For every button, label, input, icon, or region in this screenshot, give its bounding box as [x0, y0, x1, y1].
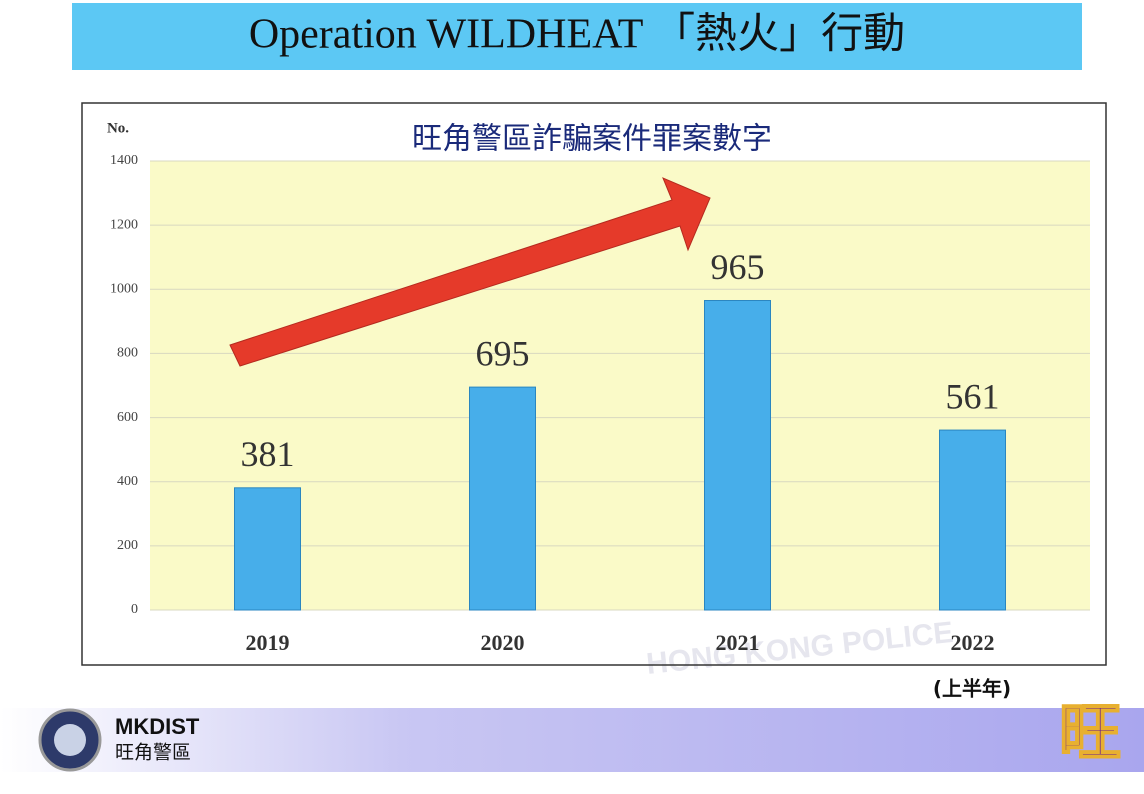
chart-frame	[81, 102, 1107, 666]
y-axis-label: No.	[107, 120, 129, 136]
note: (上半年)	[933, 677, 1011, 701]
slide-title: Operation WILDHEAT 「熱火」行動	[249, 12, 905, 58]
value-label: 381	[241, 434, 295, 474]
value-label: 561	[946, 376, 1000, 416]
chart: 0 200 400 600 800 1000 1200 1400 2019 381 2020 695 2…	[110, 153, 1090, 655]
y-tick-label: 1000	[110, 282, 138, 297]
x-tick-label: 2019	[246, 630, 290, 655]
x-tick-label: 2022	[951, 630, 995, 655]
value-label: 965	[711, 247, 765, 287]
y-tick-label: 1400	[110, 153, 138, 168]
footer-band	[0, 708, 1144, 772]
footer-emblem: 旺	[1059, 696, 1121, 769]
watermark: HONG KONG POLICE	[645, 616, 955, 681]
bar	[469, 386, 536, 611]
y-tick-label: 400	[117, 474, 138, 489]
y-tick-label: 1200	[110, 217, 138, 232]
trend-arrow	[229, 177, 711, 367]
bar	[704, 300, 771, 611]
police-logo-inner	[54, 724, 86, 756]
y-tick-label: 200	[117, 538, 138, 553]
chart-title: 旺角警區詐騙案件罪案數字	[412, 122, 772, 157]
title-banner	[72, 3, 1082, 70]
x-tick-label: 2020	[481, 630, 525, 655]
y-tick-label: 600	[117, 410, 138, 425]
x-tick-label: 2021	[716, 630, 760, 655]
footer-district: MKDIST	[115, 714, 200, 739]
bar	[234, 487, 301, 611]
footer-district-chinese: 旺角警區	[115, 742, 191, 764]
bar	[939, 429, 1006, 611]
y-tick-label: 800	[117, 346, 138, 361]
value-label: 695	[476, 333, 530, 373]
y-tick-label: 0	[131, 602, 138, 617]
